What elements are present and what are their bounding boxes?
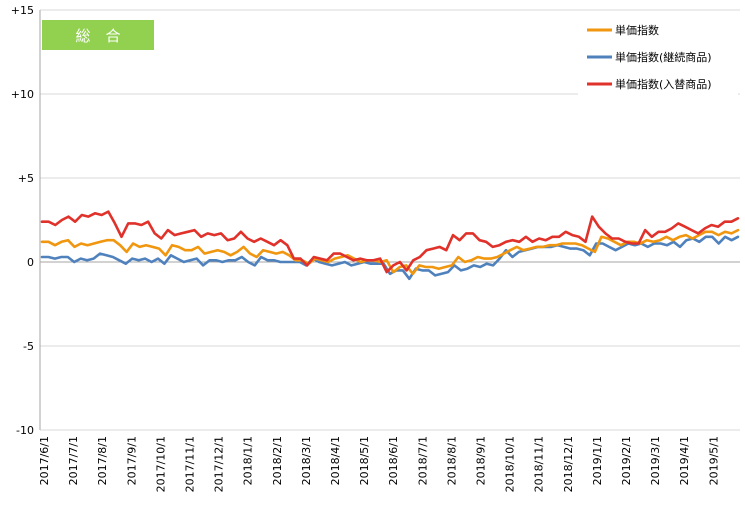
x-tick-label: 2018/12/1 <box>562 436 575 492</box>
x-tick-label: 2017/12/1 <box>213 436 226 492</box>
x-tick-label: 2017/9/1 <box>125 436 138 485</box>
chart-title-badge: 総 合 <box>42 20 154 50</box>
x-tick-label: 2017/8/1 <box>96 436 109 485</box>
x-tick-label: 2017/11/1 <box>184 436 197 492</box>
y-tick-label: -10 <box>16 424 34 437</box>
axes <box>39 10 740 430</box>
x-tick-label: 2018/6/1 <box>387 436 400 485</box>
x-tick-label: 2018/7/1 <box>416 436 429 485</box>
x-tick-labels: 2017/6/1 2017/7/1 2017/8/1 2017/9/1 2017/10/… <box>38 436 720 492</box>
y-tick-label: +10 <box>11 88 34 101</box>
x-tick-label: 2018/8/1 <box>445 436 458 485</box>
x-tick-label: 2017/10/1 <box>154 436 167 492</box>
x-tick-label: 2018/4/1 <box>329 436 342 485</box>
y-tick-label: -5 <box>23 340 34 353</box>
legend-label-tanka: 単価指数 <box>615 23 659 37</box>
x-tick-label: 2018/3/1 <box>300 436 313 485</box>
y-tick-labels: +15 +10 +5 0 -5 -10 <box>11 4 34 437</box>
legend-label-irekae: 単価指数(入替商品) <box>615 77 712 91</box>
series-line-0 <box>40 228 740 276</box>
x-tick-label: 2019/2/1 <box>620 436 633 485</box>
series-line-2 <box>40 210 740 274</box>
x-tick-label: 2018/11/1 <box>533 436 546 492</box>
x-tick-label: 2018/9/1 <box>475 436 488 485</box>
x-tick-label: 2019/3/1 <box>649 436 662 485</box>
x-tick-label: 2017/6/1 <box>38 436 51 485</box>
title-badge-background <box>42 20 154 50</box>
x-tick-label: 2018/1/1 <box>242 436 255 485</box>
y-tick-label: 0 <box>27 256 34 269</box>
x-tick-label: 2019/1/1 <box>591 436 604 485</box>
x-tick-label: 2018/10/1 <box>504 436 517 492</box>
title-badge-text: 総 合 <box>75 27 120 45</box>
legend-background <box>578 12 738 96</box>
x-tick-label: 2017/7/1 <box>67 436 80 485</box>
x-tick-label: 2018/5/1 <box>358 436 371 485</box>
legend: 単価指数 単価指数(継続商品) 単価指数(入替商品) <box>578 12 738 96</box>
x-tick-label: 2019/4/1 <box>678 436 691 485</box>
y-tick-label: +15 <box>11 4 34 17</box>
x-tick-label: 2019/5/1 <box>707 436 720 485</box>
series-lines <box>40 210 740 281</box>
x-tick-label: 2018/2/1 <box>271 436 284 485</box>
legend-label-keizoku: 単価指数(継続商品) <box>615 50 712 64</box>
y-tick-label: +5 <box>18 172 34 185</box>
series-line-1 <box>40 235 740 281</box>
